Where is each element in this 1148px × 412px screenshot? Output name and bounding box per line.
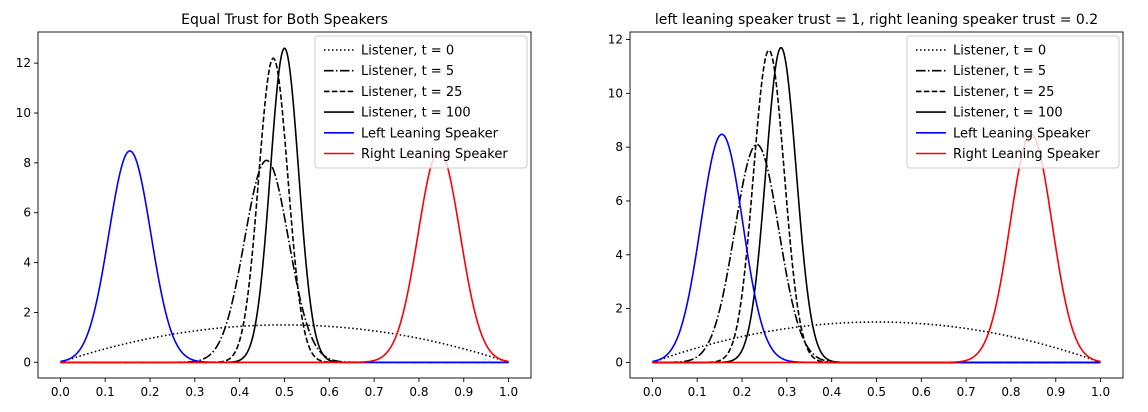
legend-label: Listener, t = 100 [361, 106, 471, 121]
x-tick-label: 0.0 [643, 385, 662, 399]
legend-label: Listener, t = 5 [361, 64, 454, 79]
legend-box [906, 35, 1120, 169]
x-tick-label: 0.2 [140, 385, 159, 399]
legend-label: Listener, t = 0 [361, 44, 454, 59]
legend-label: Right Leaning Speaker [361, 147, 508, 162]
x-tick-label: 0.8 [1001, 385, 1020, 399]
y-tick-label: 8 [23, 156, 31, 170]
y-tick-label: 6 [23, 206, 31, 220]
y-tick-label: 12 [608, 33, 623, 47]
y-tick-label: 4 [23, 256, 31, 270]
x-tick-label: 1.0 [499, 385, 518, 399]
series-line-2 [60, 159, 509, 364]
x-tick-label: 0.5 [275, 385, 294, 399]
x-tick-label: 0.7 [957, 385, 976, 399]
series-line-5 [652, 133, 1101, 364]
chart-panel-2: left leaning speaker trust = 1, right le… [608, 12, 1124, 399]
series-line-1 [60, 324, 509, 364]
y-tick-label: 2 [23, 305, 31, 319]
x-tick-label: 0.9 [1046, 385, 1065, 399]
y-tick-label: 10 [608, 86, 623, 100]
y-tick-label: 0 [23, 355, 31, 369]
x-tick-label: 0.3 [777, 385, 796, 399]
x-tick-label: 0.7 [365, 385, 384, 399]
legend-label: Left Leaning Speaker [953, 126, 1091, 141]
series-line-6 [60, 150, 509, 364]
y-tick-label: 12 [16, 56, 31, 70]
y-tick-label: 10 [16, 106, 31, 120]
chart-panel-1: Equal Trust for Both Speakers 0.0 0.1 0.2 0.… [16, 12, 532, 399]
x-tick-label: 0.6 [912, 385, 931, 399]
y-tick-label: 8 [615, 140, 623, 154]
x-tick-label: 0.8 [409, 385, 428, 399]
x-tick-label: 0.4 [230, 385, 249, 399]
y-tick-label: 0 [615, 355, 623, 369]
legend-label: Listener, t = 0 [953, 44, 1046, 59]
x-tick-label: 0.9 [454, 385, 473, 399]
legend: Listener, t = 0 Listener, t = 5 Listener, … [906, 35, 1120, 169]
legend-label: Listener, t = 100 [953, 106, 1063, 121]
x-tick-label: 0.5 [867, 385, 886, 399]
series-line-1 [652, 321, 1101, 364]
legend-label: Listener, t = 25 [361, 85, 462, 100]
x-tick-label: 1.0 [1091, 385, 1110, 399]
x-tick-label: 0.2 [732, 385, 751, 399]
x-tick-label: 0.1 [96, 385, 115, 399]
x-tick-label: 0.4 [822, 385, 841, 399]
legend-label: Listener, t = 5 [953, 64, 1046, 79]
y-tick-label: 6 [615, 194, 623, 208]
y-tick-label: 2 [615, 302, 623, 316]
y-tick-label: 4 [615, 248, 623, 262]
legend-label: Listener, t = 25 [953, 85, 1054, 100]
legend-label: Right Leaning Speaker [953, 147, 1100, 162]
x-tick-label: 0.6 [320, 385, 339, 399]
chart-title: Equal Trust for Both Speakers [181, 12, 388, 28]
x-tick-label: 0.3 [185, 385, 204, 399]
series-line-6 [652, 133, 1101, 364]
legend-label: Left Leaning Speaker [361, 126, 499, 141]
series-line-5 [60, 150, 509, 364]
legend-box [314, 35, 528, 169]
legend: Listener, t = 0 Listener, t = 5 Listener, … [314, 35, 528, 169]
series-line-2 [652, 143, 1101, 364]
x-tick-label: 0.0 [51, 385, 70, 399]
chart-title: left leaning speaker trust = 1, right le… [655, 12, 1098, 28]
x-tick-label: 0.1 [688, 385, 707, 399]
